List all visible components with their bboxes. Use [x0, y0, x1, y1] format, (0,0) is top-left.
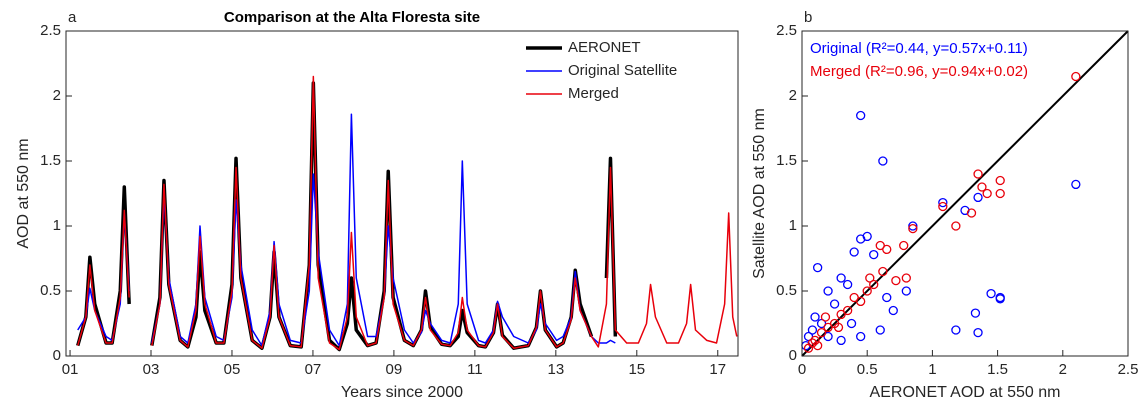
y-tick-label: 1 — [53, 217, 61, 234]
scatter-point — [951, 221, 961, 231]
plot-frame — [801, 30, 1129, 357]
scatter-point — [995, 188, 1005, 199]
scatter-point — [842, 279, 853, 290]
scatter-point — [995, 175, 1005, 186]
scatter-point — [899, 240, 909, 251]
scatter-point — [833, 322, 844, 333]
y-axis-label: AOD at 550 nm — [15, 138, 32, 248]
x-tick-label: 01 — [62, 361, 79, 378]
y-tick-label: 0 — [789, 347, 797, 364]
y-tick-label: 0 — [53, 347, 61, 364]
scatter-point — [1071, 179, 1081, 190]
scatter-point — [986, 288, 996, 299]
x-tick-label: 17 — [709, 361, 726, 378]
scatter-point — [812, 340, 823, 351]
scatter-point — [875, 325, 885, 335]
scatter-point — [888, 305, 898, 316]
legend-label: Merged — [568, 85, 619, 102]
scatter-point — [977, 182, 987, 192]
scatter-point — [938, 201, 948, 212]
scatter-point — [810, 312, 820, 322]
y-axis-label: Satellite AOD at 550 nm — [751, 108, 768, 279]
x-tick-label: 1 — [928, 361, 936, 378]
scatter-point — [849, 247, 859, 257]
x-tick-label: 11 — [467, 361, 483, 378]
chart-title: Comparison at the Alta Floresta site — [224, 9, 480, 26]
scatter-point — [856, 110, 866, 121]
panel-label: a — [68, 9, 77, 26]
x-tick-label: 1.5 — [987, 361, 1008, 378]
scatter-point — [973, 169, 983, 179]
y-tick-label: 1.5 — [776, 152, 797, 169]
scatter-point — [836, 309, 846, 320]
y-tick-label: 2.5 — [776, 22, 797, 39]
scatter-point — [908, 221, 918, 231]
scatter-point — [807, 338, 818, 348]
scatter-point — [862, 286, 872, 296]
scatter-point — [938, 197, 948, 208]
x-tick-label: 07 — [305, 361, 322, 378]
y-tick-label: 2 — [53, 87, 61, 104]
scatter-point — [836, 335, 846, 346]
y-tick-label: 2 — [789, 87, 797, 104]
scatter-point — [966, 208, 977, 218]
x-tick-label: 2.5 — [1118, 361, 1139, 378]
x-tick-label: 2 — [1059, 361, 1067, 378]
scatter-point — [846, 318, 857, 329]
scatter-point — [882, 292, 892, 303]
x-tick-label: 0.5 — [857, 361, 878, 378]
x-axis-label: AERONET AOD at 550 nm — [870, 384, 1061, 401]
scatter-point — [836, 273, 846, 283]
y-tick-label: 0.5 — [40, 282, 61, 299]
scatter-point — [823, 322, 833, 333]
scatter-point — [823, 286, 833, 296]
scatter-point — [829, 299, 840, 309]
x-tick-label: 15 — [628, 361, 645, 378]
scatter-point — [901, 273, 911, 283]
scatter-point — [862, 231, 872, 242]
scatter-point — [973, 192, 983, 203]
x-tick-label: 05 — [224, 361, 241, 378]
scatter-point — [995, 294, 1005, 304]
scatter-point — [973, 327, 983, 338]
scatter-point — [875, 240, 885, 251]
scatter-point — [816, 327, 827, 338]
scatter-point — [807, 325, 818, 335]
x-tick-label: 13 — [547, 361, 564, 378]
y-tick-label: 2.5 — [40, 22, 61, 39]
scatter-point — [878, 156, 888, 166]
series-line — [77, 75, 738, 351]
scatter-point — [1071, 71, 1081, 82]
scatter-point — [970, 308, 981, 318]
x-tick-label: 03 — [143, 361, 160, 378]
y-tick-label: 1 — [789, 217, 797, 234]
x-axis-label: Years since 2000 — [341, 384, 463, 401]
scatter-point — [951, 325, 961, 335]
x-tick-label: 0 — [798, 361, 806, 378]
panel-label: b — [804, 9, 812, 26]
scatter-point — [891, 275, 901, 286]
legend-label: AERONET — [568, 39, 641, 56]
scatter-point — [908, 223, 918, 234]
scatter-point — [865, 273, 875, 283]
plot-frame — [65, 30, 739, 357]
x-tick-label: 09 — [386, 361, 403, 378]
scatter-point — [812, 262, 823, 273]
legend-label: Merged (R²=0.96, y=0.94x+0.02) — [810, 63, 1028, 80]
panel: 01 03 05 07 09 11 13 15 17 0 0.5 1 1.5 2 2.5 Years sinc… — [15, 9, 739, 401]
scatter-point — [869, 249, 879, 260]
legend-label: Original Satellite — [568, 62, 677, 79]
scatter-point — [878, 266, 888, 277]
scatter-point — [901, 286, 911, 296]
scatter-point — [820, 312, 831, 322]
legend-label: Original (R²=0.44, y=0.57x+0.11) — [810, 40, 1028, 57]
scatter-point — [849, 292, 859, 303]
panel: 0 0.5 1 1.5 2 2.5 0 0.5 1 1.5 2 2.5 AERONET AOD at 5… — [751, 9, 1138, 401]
scatter-point — [810, 335, 820, 346]
scatter-point — [982, 188, 992, 199]
y-tick-label: 0.5 — [776, 282, 797, 299]
scatter-point — [856, 331, 866, 342]
y-tick-label: 1.5 — [40, 152, 61, 169]
